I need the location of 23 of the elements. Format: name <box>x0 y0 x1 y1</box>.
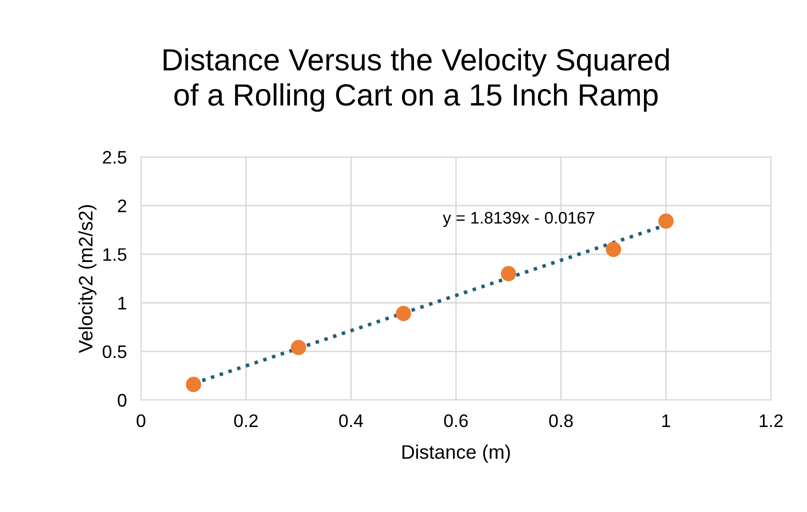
point <box>290 340 306 356</box>
x-axis-title: Distance (m) <box>402 444 510 463</box>
point <box>658 214 674 229</box>
point <box>606 242 622 257</box>
y-tick-label: 0 <box>118 394 126 407</box>
x-tick-label: 0.4 <box>339 414 364 428</box>
y-tick-label: 2 <box>118 200 126 212</box>
x-tick-label: 0.8 <box>549 414 573 428</box>
y-tick-label: 1 <box>118 296 126 310</box>
y-tick-label: 1.5 <box>103 248 126 261</box>
annotation: y = 1.8139x - 0.0167 <box>442 212 594 227</box>
point <box>186 376 202 392</box>
point <box>500 266 516 282</box>
x-tick-label: 0.2 <box>234 414 258 428</box>
y-tick-label: 0.5 <box>102 345 126 358</box>
x-tick-label: 0.6 <box>444 414 468 428</box>
x-tick-label: 0 <box>136 414 146 428</box>
chart-title: Distance Versus the Velocity Squared of a Rolling Cart on a 15 Inch Ramp <box>164 48 669 112</box>
point <box>396 306 412 322</box>
x-tick-label: 1.2 <box>760 414 783 427</box>
y-tick-label: 2.5 <box>102 150 126 164</box>
x-tick-label: 1 <box>662 414 670 427</box>
y-axis-title: Velocity2 (m2/s2) <box>78 205 96 353</box>
